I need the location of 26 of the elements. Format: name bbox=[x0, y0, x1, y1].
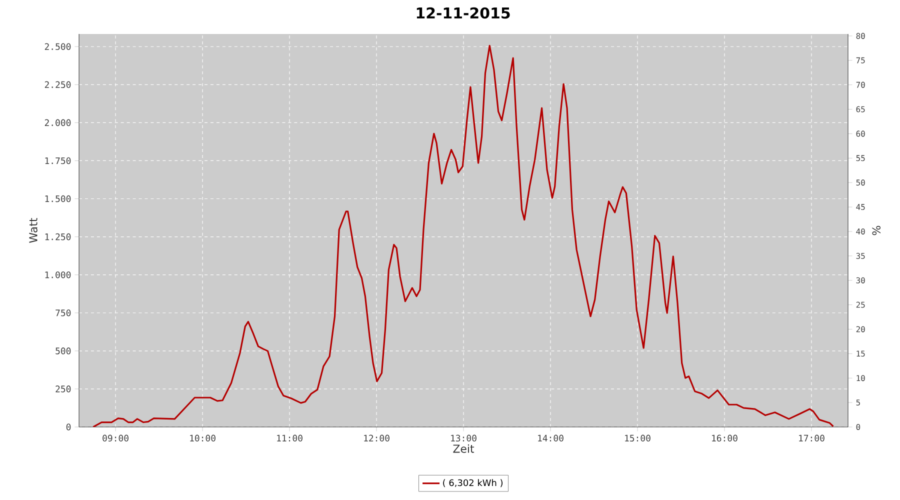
y-tick-label: 2.250 bbox=[44, 81, 71, 88]
legend-label: ( 6,302 kWh ) bbox=[443, 479, 503, 488]
x-tick-label: 12:00 bbox=[364, 434, 390, 442]
x-tick-label: 10:00 bbox=[190, 434, 216, 442]
x-tick-label: 13:00 bbox=[451, 434, 476, 442]
x-tick-label: 17:00 bbox=[799, 434, 824, 442]
x-tick-label: 16:00 bbox=[712, 434, 738, 442]
y2-axis-title: % bbox=[872, 226, 881, 236]
y-tick-label: 750 bbox=[56, 309, 71, 316]
x-tick-label: 14:00 bbox=[538, 434, 564, 442]
y-tick-label: 0 bbox=[66, 424, 71, 430]
x-tick-label: 09:00 bbox=[102, 434, 128, 442]
y-tick-label: 1.000 bbox=[45, 271, 71, 278]
y-tick-label: 250 bbox=[56, 386, 71, 392]
y-tick-label: 2.500 bbox=[44, 43, 71, 50]
y-tick-label: 2.000 bbox=[44, 119, 71, 126]
y-tick-label: 500 bbox=[56, 348, 71, 354]
x-tick-label: 11:00 bbox=[277, 434, 302, 442]
y-tick-label: 1.500 bbox=[45, 195, 71, 202]
chart-title: 12-11-2015 bbox=[416, 7, 510, 19]
x-axis-title: Zeit bbox=[453, 444, 474, 453]
y-tick-label: 1.750 bbox=[45, 157, 71, 164]
y-tick-label: 1.250 bbox=[45, 233, 71, 240]
line-series bbox=[92, 44, 834, 427]
y-axis-title: Watt bbox=[29, 218, 38, 243]
x-tick-label: 15:00 bbox=[625, 434, 650, 442]
